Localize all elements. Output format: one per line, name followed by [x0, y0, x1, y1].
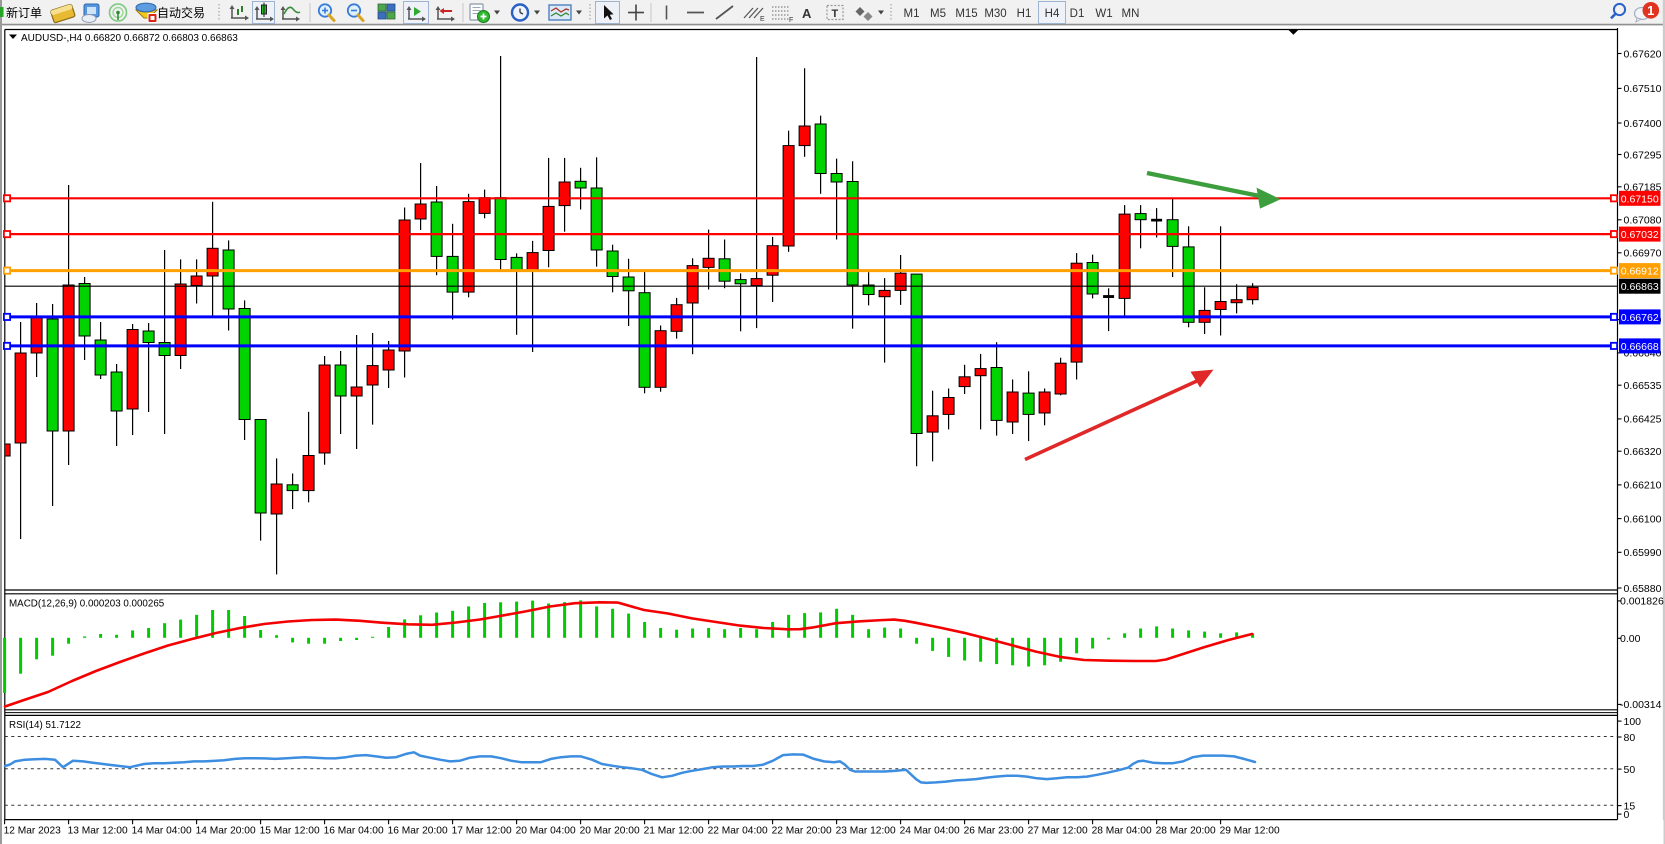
svg-text:0.00: 0.00 [1620, 633, 1641, 645]
svg-text:H1: H1 [1017, 8, 1032, 20]
svg-text:MACD(12,26,9) 0.000203 0.00026: MACD(12,26,9) 0.000203 0.000265 [9, 599, 165, 610]
svg-text:0.67032: 0.67032 [1621, 229, 1659, 241]
svg-text:22 Mar 04:00: 22 Mar 04:00 [708, 826, 768, 837]
svg-text:13 Mar 12:00: 13 Mar 12:00 [68, 826, 128, 837]
svg-text:0.66425: 0.66425 [1624, 414, 1662, 426]
svg-text:12 Mar 2023: 12 Mar 2023 [4, 826, 62, 837]
svg-text:M15: M15 [955, 8, 977, 20]
svg-text:0.67620: 0.67620 [1624, 48, 1662, 60]
svg-text:24 Mar 04:00: 24 Mar 04:00 [900, 826, 960, 837]
svg-text:自动交易: 自动交易 [157, 5, 205, 20]
svg-text:-0.00314: -0.00314 [1620, 699, 1662, 711]
svg-text:0.66970: 0.66970 [1624, 248, 1662, 260]
svg-text:28 Mar 20:00: 28 Mar 20:00 [1156, 826, 1216, 837]
svg-text:0.66210: 0.66210 [1624, 480, 1662, 492]
svg-text:15: 15 [1624, 800, 1636, 812]
svg-text:0.67080: 0.67080 [1624, 215, 1662, 227]
svg-text:M5: M5 [930, 8, 946, 20]
svg-text:0.66535: 0.66535 [1624, 380, 1662, 392]
svg-text:A: A [802, 6, 812, 21]
svg-text:14 Mar 04:00: 14 Mar 04:00 [132, 826, 192, 837]
svg-text:20 Mar 04:00: 20 Mar 04:00 [516, 826, 576, 837]
svg-text:F: F [789, 17, 793, 24]
svg-text:0.65880: 0.65880 [1624, 583, 1662, 595]
svg-text:26 Mar 23:00: 26 Mar 23:00 [964, 826, 1024, 837]
svg-text:50: 50 [1624, 764, 1636, 776]
svg-text:0.66863: 0.66863 [1621, 281, 1659, 293]
svg-text:17 Mar 12:00: 17 Mar 12:00 [452, 826, 512, 837]
svg-text:H4: H4 [1045, 8, 1060, 20]
svg-text:16 Mar 20:00: 16 Mar 20:00 [388, 826, 448, 837]
svg-text:0.66912: 0.66912 [1621, 266, 1659, 278]
svg-text:21 Mar 12:00: 21 Mar 12:00 [644, 826, 704, 837]
svg-text:T: T [832, 8, 839, 20]
svg-text:新订单: 新订单 [6, 5, 42, 20]
svg-text:20 Mar 20:00: 20 Mar 20:00 [580, 826, 640, 837]
svg-text:22 Mar 20:00: 22 Mar 20:00 [772, 826, 832, 837]
svg-text:16 Mar 04:00: 16 Mar 04:00 [324, 826, 384, 837]
svg-text:M30: M30 [984, 8, 1006, 20]
svg-text:0.66320: 0.66320 [1624, 446, 1662, 458]
svg-text:29 Mar 12:00: 29 Mar 12:00 [1220, 826, 1280, 837]
svg-text:15 Mar 12:00: 15 Mar 12:00 [260, 826, 320, 837]
svg-text:RSI(14) 51.7122: RSI(14) 51.7122 [9, 720, 81, 731]
svg-text:0.66100: 0.66100 [1624, 513, 1662, 525]
svg-text:23 Mar 12:00: 23 Mar 12:00 [836, 826, 896, 837]
svg-text:0.67185: 0.67185 [1624, 182, 1662, 194]
svg-text:0.001826: 0.001826 [1620, 596, 1664, 608]
svg-text:W1: W1 [1095, 8, 1112, 20]
svg-text:28 Mar 04:00: 28 Mar 04:00 [1092, 826, 1152, 837]
svg-text:0.67295: 0.67295 [1624, 149, 1662, 161]
svg-text:0.66762: 0.66762 [1621, 312, 1659, 324]
svg-text:M1: M1 [904, 8, 920, 20]
svg-text:AUDUSD-,H4 0.66820 0.66872 0.: AUDUSD-,H4 0.66820 0.66872 0.66803 0.668… [21, 33, 238, 44]
svg-text:0.66668: 0.66668 [1621, 341, 1659, 353]
svg-text:E: E [760, 16, 765, 23]
svg-text:80: 80 [1624, 732, 1636, 744]
svg-text:0.67400: 0.67400 [1624, 118, 1662, 130]
svg-text:1: 1 [1647, 3, 1654, 18]
svg-text:0: 0 [1624, 809, 1630, 821]
svg-text:D1: D1 [1070, 8, 1085, 20]
svg-text:14 Mar 20:00: 14 Mar 20:00 [196, 826, 256, 837]
svg-text:0.67150: 0.67150 [1621, 193, 1659, 205]
svg-text:0.67510: 0.67510 [1624, 83, 1662, 95]
svg-text:27 Mar 12:00: 27 Mar 12:00 [1028, 826, 1088, 837]
svg-text:MN: MN [1122, 8, 1140, 20]
svg-text:0.65990: 0.65990 [1624, 547, 1662, 559]
svg-text:100: 100 [1624, 716, 1642, 728]
